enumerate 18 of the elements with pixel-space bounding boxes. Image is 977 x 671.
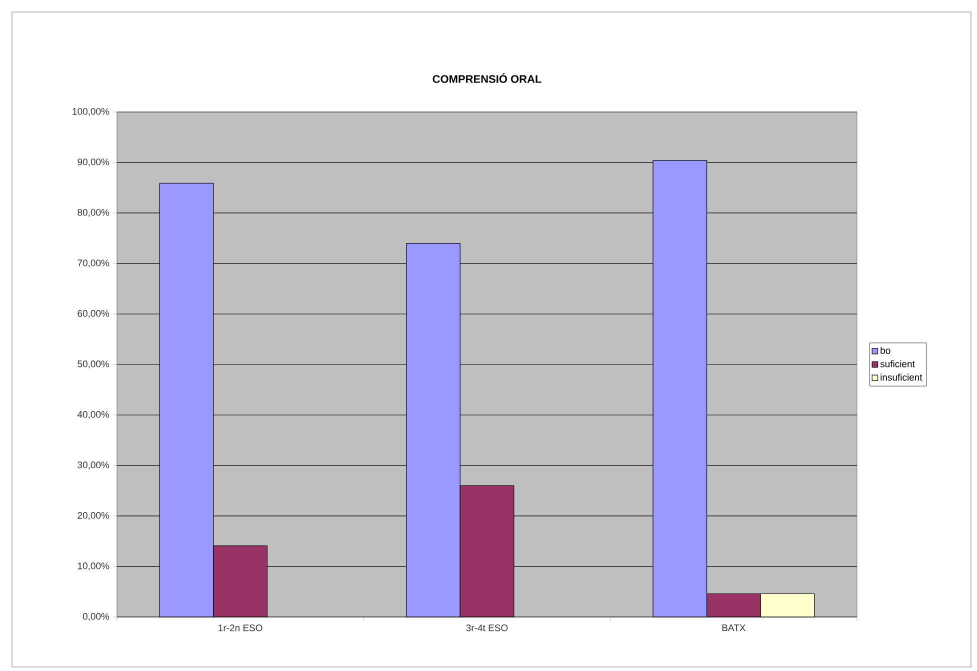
legend-label: suficient: [880, 360, 915, 368]
legend-label: insuficient: [880, 374, 922, 381]
y-tick-label: 10,00%: [78, 562, 110, 570]
y-tick-label: 70,00%: [78, 260, 110, 268]
x-tick-label: 3r-4t ESO: [466, 624, 508, 632]
y-tick-label: 40,00%: [77, 411, 110, 419]
y-tick-label: 90,00%: [78, 158, 110, 166]
x-tick-label: BATX: [722, 624, 746, 632]
y-tick-label: 20,00%: [78, 512, 110, 520]
y-tick-label: 30,00%: [78, 462, 110, 470]
y-tick-label: 0,00%: [82, 613, 110, 621]
legend-label: bo: [880, 346, 890, 354]
chart-title: COMPRENSIÓ ORAL: [432, 73, 542, 83]
x-tick-label: 1r-2n ESO: [218, 624, 262, 632]
y-tick-label: 60,00%: [78, 310, 110, 318]
y-tick-label: 100,00%: [72, 108, 110, 116]
y-tick-label: 50,00%: [78, 360, 110, 368]
y-tick-label: 80,00%: [78, 209, 110, 217]
